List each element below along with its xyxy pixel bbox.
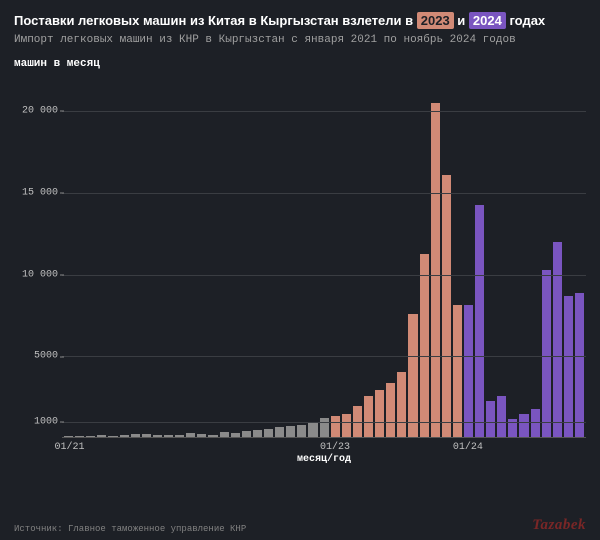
bar — [208, 435, 217, 437]
bar — [120, 435, 129, 438]
plot-area — [62, 78, 586, 438]
bar — [308, 422, 317, 437]
x-axis-label: месяц/год — [62, 454, 586, 465]
title-mid: и — [454, 13, 469, 28]
bar — [264, 429, 273, 437]
chart-area: 01/21 01/23 01/24 месяц/год 1000 5000 10 000… — [14, 78, 586, 468]
bar — [542, 270, 551, 437]
bar — [431, 103, 440, 437]
bar — [153, 435, 162, 437]
bar — [242, 431, 251, 437]
bar — [553, 242, 562, 437]
y-tick-label: 10 000 — [14, 269, 58, 280]
bar — [320, 418, 329, 438]
bar — [564, 296, 573, 437]
x-tick-label: 01/23 — [320, 442, 350, 453]
x-tick-label: 01/21 — [55, 442, 85, 453]
bar — [519, 414, 528, 437]
title-prefix: Поставки легковых машин из Китая в Кыргы… — [14, 13, 417, 28]
y-tick-label: 20 000 — [14, 105, 58, 116]
bar — [475, 205, 484, 437]
bar — [275, 427, 284, 438]
bar — [108, 436, 117, 438]
title-highlight-2023: 2023 — [417, 12, 454, 29]
gridline — [62, 111, 586, 112]
bar-container — [62, 78, 586, 437]
bar — [97, 435, 106, 437]
x-tick-label: 01/24 — [453, 442, 483, 453]
gridline — [62, 275, 586, 276]
gridline — [62, 356, 586, 357]
y-tick-label: 5000 — [14, 351, 58, 362]
source-text: Источник: Главное таможенное управление … — [14, 524, 246, 534]
bar — [197, 434, 206, 437]
bar — [86, 436, 95, 437]
gridline — [62, 422, 586, 423]
bar — [186, 433, 195, 437]
bar — [386, 383, 395, 437]
bar — [331, 416, 340, 437]
bar — [364, 396, 373, 437]
brand-watermark: Tazabek — [532, 517, 586, 534]
bar — [497, 396, 506, 437]
bar — [442, 175, 451, 437]
bar — [231, 433, 240, 437]
bar — [486, 401, 495, 437]
bar — [253, 430, 262, 437]
bar — [464, 305, 473, 438]
bar — [175, 435, 184, 438]
bar — [397, 372, 406, 437]
bar — [453, 305, 462, 438]
gridline — [62, 193, 586, 194]
bar — [164, 435, 173, 437]
bar — [375, 390, 384, 437]
title-highlight-2024: 2024 — [469, 12, 506, 29]
bar — [531, 409, 540, 437]
chart-subtitle: Импорт легковых машин из КНР в Кыргызста… — [14, 34, 586, 46]
y-tick-label: 1000 — [14, 416, 58, 427]
y-axis-label: машин в месяц — [14, 58, 586, 70]
chart-title: Поставки легковых машин из Китая в Кыргы… — [14, 12, 586, 30]
bar — [75, 436, 84, 437]
bar — [131, 434, 140, 437]
bar — [297, 425, 306, 437]
title-suffix: годах — [506, 13, 545, 28]
x-axis: 01/2101/2301/24 — [62, 438, 586, 454]
bar — [575, 293, 584, 437]
bar — [142, 434, 151, 437]
bar — [420, 254, 429, 437]
bar — [220, 432, 229, 437]
bar — [408, 314, 417, 437]
bar — [64, 436, 73, 437]
bar — [342, 414, 351, 437]
y-tick-label: 15 000 — [14, 187, 58, 198]
bar — [286, 426, 295, 437]
